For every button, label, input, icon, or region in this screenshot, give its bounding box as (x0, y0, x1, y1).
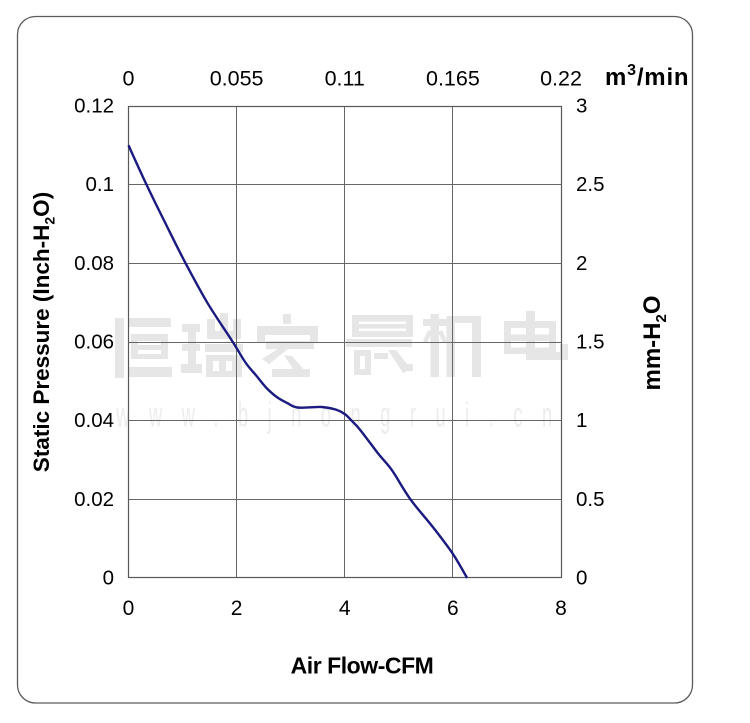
svg-text:0: 0 (576, 567, 587, 590)
svg-text:4: 4 (339, 597, 351, 620)
svg-text:0: 0 (103, 567, 114, 590)
svg-text:0.06: 0.06 (74, 331, 114, 354)
svg-text:0.04: 0.04 (74, 409, 114, 432)
svg-text:0: 0 (123, 67, 135, 91)
svg-text:0.08: 0.08 (74, 252, 114, 275)
svg-text:8: 8 (555, 597, 567, 620)
svg-text:0.165: 0.165 (426, 67, 480, 91)
svg-text:www.bjhongrui.cn: www.bjhongrui.cn (116, 395, 572, 434)
svg-text:6: 6 (447, 597, 459, 620)
svg-text:3: 3 (576, 95, 587, 118)
svg-text:mm-H2O: mm-H2O (639, 295, 670, 390)
svg-text:2: 2 (231, 597, 243, 620)
svg-text:0.11: 0.11 (325, 67, 365, 91)
svg-text:2.5: 2.5 (576, 173, 605, 196)
svg-text:Air Flow-CFM: Air Flow-CFM (291, 653, 434, 679)
svg-text:0.055: 0.055 (210, 67, 264, 91)
svg-text:1.5: 1.5 (576, 331, 605, 354)
svg-text:Static Pressure (Inch-H2O): Static Pressure (Inch-H2O) (29, 192, 58, 472)
svg-text:0.1: 0.1 (86, 173, 115, 196)
svg-text:m3/min: m3/min (605, 62, 689, 91)
svg-text:0.02: 0.02 (74, 488, 114, 511)
svg-text:0.22: 0.22 (540, 67, 582, 91)
svg-text:0.12: 0.12 (74, 95, 114, 118)
svg-text:1: 1 (576, 409, 587, 432)
svg-text:0: 0 (123, 597, 135, 620)
svg-text:2: 2 (576, 252, 587, 275)
svg-text:0.5: 0.5 (576, 488, 605, 511)
